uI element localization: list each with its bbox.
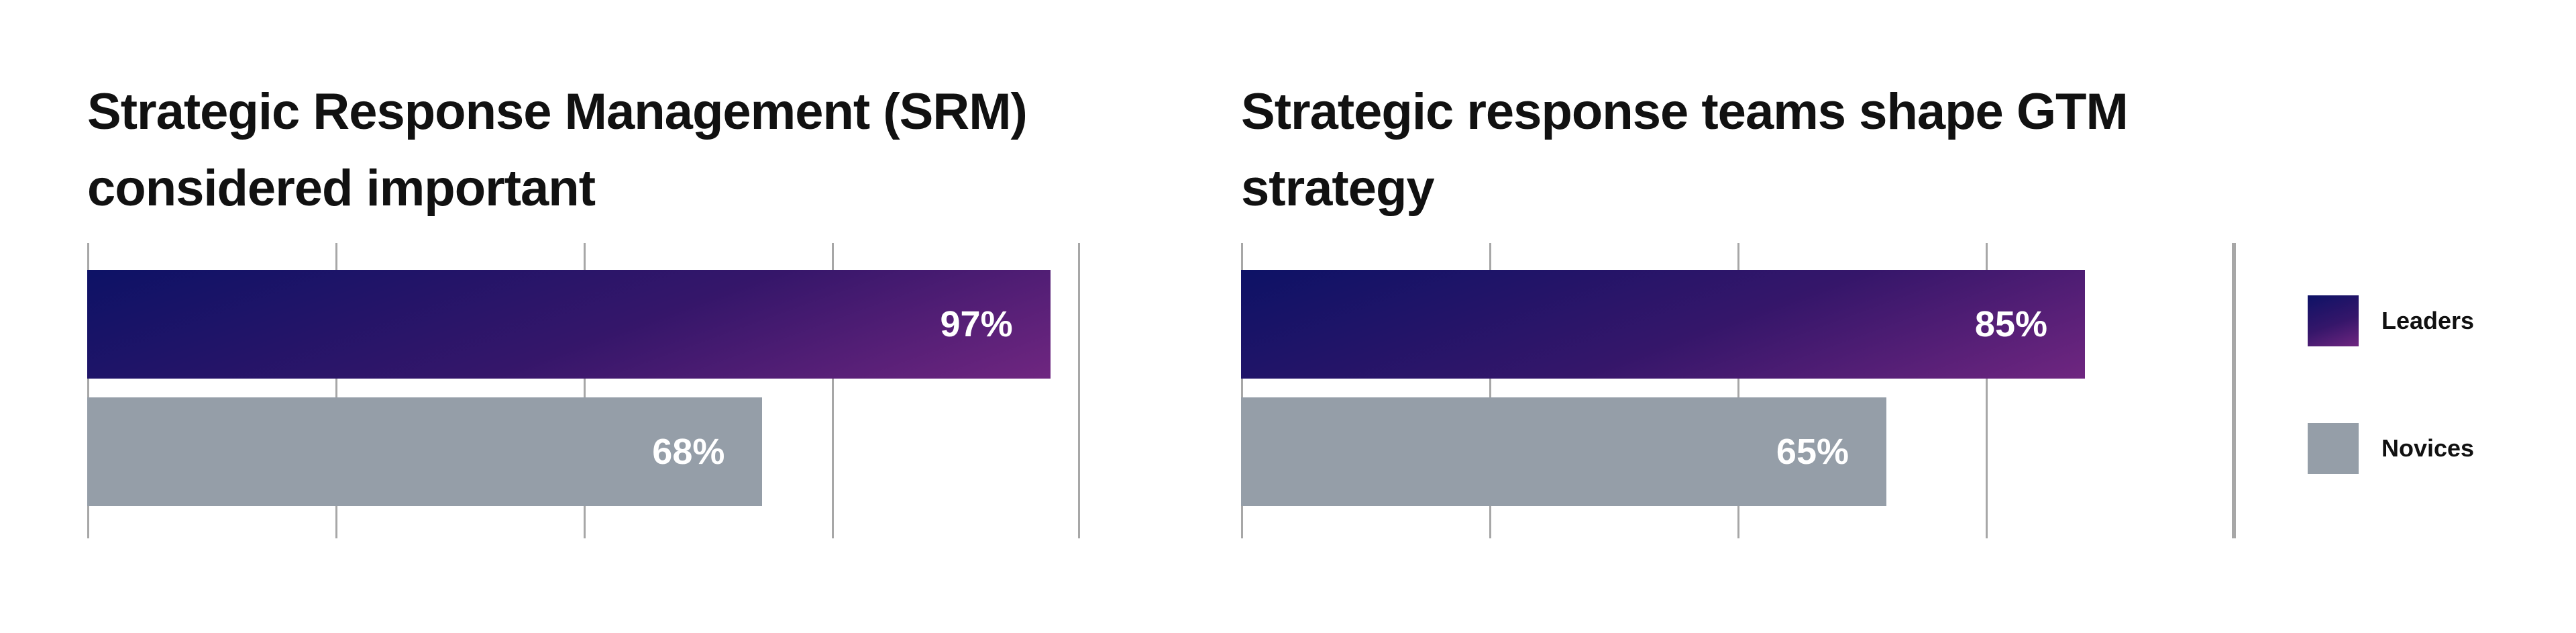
legend: Leaders Novices <box>2234 243 2569 538</box>
legend-label-novices: Novices <box>2381 434 2475 462</box>
legend-item-novices: Novices <box>2308 423 2474 474</box>
legend-item-leaders: Leaders <box>2308 295 2474 346</box>
legend-swatch-leaders <box>2308 295 2359 346</box>
gridline <box>2232 243 2234 538</box>
chart-title: Strategic response teams shape GTM strat… <box>1241 83 2129 217</box>
plot-area: 85% 65% <box>1241 243 2234 538</box>
legend-swatch-novices <box>2308 423 2359 474</box>
bar-leaders: 85% <box>1241 270 2085 379</box>
legend-divider <box>2234 243 2236 538</box>
bar-novices: 68% <box>87 397 763 506</box>
bar-leaders: 97% <box>87 270 1051 379</box>
chart-panel-srm-importance: Strategic Response Management (SRM) cons… <box>87 0 1093 633</box>
gridline <box>87 243 89 538</box>
chart-title: Strategic Response Management (SRM) cons… <box>87 83 1028 217</box>
bar-value-label: 68% <box>652 432 725 472</box>
chart-panel-gtm-strategy: Strategic response teams shape GTM strat… <box>1241 0 2247 633</box>
plot-area: 97% 68% <box>87 243 1080 538</box>
bar-value-label: 65% <box>1776 432 1849 472</box>
gridline <box>335 243 337 538</box>
gridline <box>1489 243 1491 538</box>
gridline <box>1986 243 1988 538</box>
legend-label-leaders: Leaders <box>2381 307 2475 334</box>
gridline <box>1241 243 1243 538</box>
gridline <box>832 243 834 538</box>
gridline <box>1737 243 1739 538</box>
bar-novices: 65% <box>1241 397 1886 506</box>
bar-value-label: 97% <box>940 304 1013 344</box>
bar-value-label: 85% <box>1974 304 2047 344</box>
gridline <box>1078 243 1080 538</box>
gridline <box>584 243 586 538</box>
